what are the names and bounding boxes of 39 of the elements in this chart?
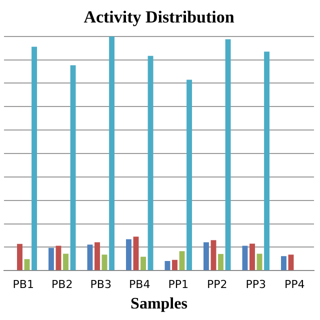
- x-tick-label: PB4: [129, 278, 150, 292]
- bar: [24, 259, 30, 270]
- bar: [70, 65, 76, 270]
- bar: [204, 242, 209, 270]
- bar: [94, 242, 100, 270]
- bar: [32, 46, 37, 270]
- bar: [56, 246, 62, 270]
- bar: [109, 36, 114, 270]
- bar: [48, 248, 54, 270]
- x-tick-label: PP2: [206, 278, 228, 292]
- bar: [87, 244, 93, 270]
- bar: [281, 256, 286, 270]
- bar: [17, 244, 22, 270]
- chart-title: Activity Distribution: [84, 8, 235, 27]
- x-tick-label: PP1: [168, 278, 189, 292]
- bar: [218, 254, 224, 270]
- bar: [186, 80, 192, 270]
- bar: [179, 251, 185, 270]
- x-tick-label: PB1: [12, 278, 34, 292]
- bar: [126, 239, 132, 270]
- bar: [288, 254, 294, 270]
- bar: [164, 261, 170, 270]
- bar: [172, 260, 178, 270]
- bar: [102, 254, 108, 270]
- bar: [133, 236, 139, 270]
- x-tick-label: PB2: [52, 278, 73, 292]
- bar: [63, 254, 68, 270]
- x-axis-title: Samples: [130, 296, 188, 313]
- bar: [148, 56, 154, 270]
- bar: [242, 246, 248, 270]
- x-tick-label: PP3: [246, 278, 266, 292]
- bar: [210, 240, 216, 270]
- bar: [250, 244, 255, 270]
- bar: [140, 256, 146, 270]
- bar: [264, 52, 270, 270]
- bar: [225, 39, 231, 270]
- bar: [256, 254, 262, 270]
- x-tick-label: PP4: [284, 278, 305, 292]
- x-tick-label: PB3: [90, 278, 112, 292]
